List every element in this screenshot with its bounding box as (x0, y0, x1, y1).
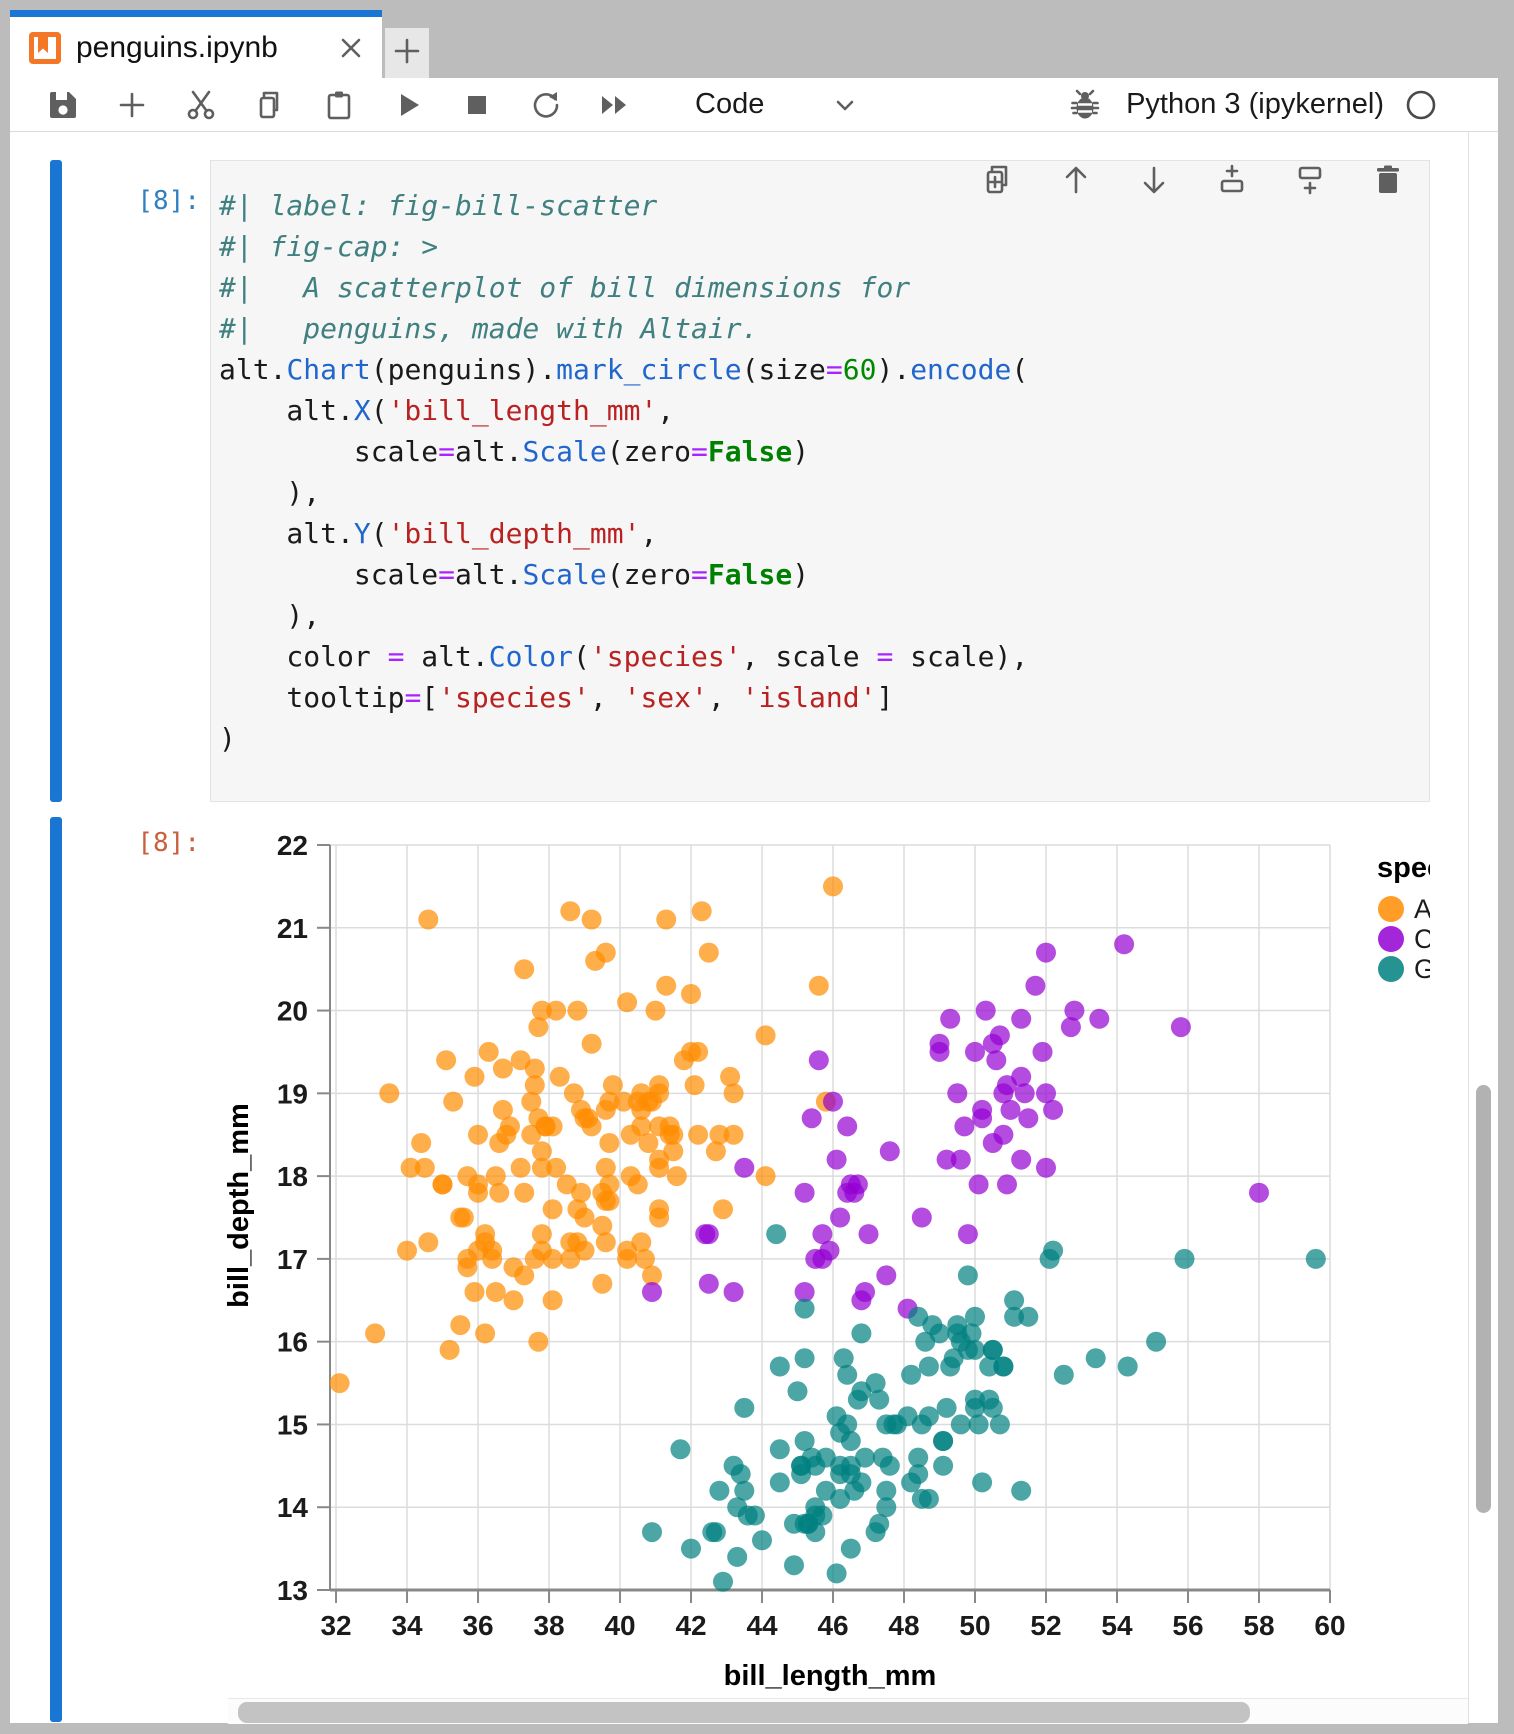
svg-text:50: 50 (959, 1610, 990, 1641)
svg-text:46: 46 (817, 1610, 848, 1641)
close-icon[interactable] (336, 33, 366, 63)
svg-text:52: 52 (1030, 1610, 1061, 1641)
svg-text:54: 54 (1101, 1610, 1133, 1641)
tab-title: penguins.ipynb (76, 30, 278, 64)
notebook-icon (28, 31, 62, 65)
code-line[interactable]: tooltip=['species', 'sex', 'island'] (219, 681, 894, 714)
run-button[interactable] (391, 88, 425, 122)
code-line[interactable]: scale=alt.Scale(zero=False) (219, 558, 810, 591)
code-line[interactable]: ) (219, 722, 236, 755)
svg-text:38: 38 (533, 1610, 564, 1641)
restart-kernel-button[interactable] (529, 88, 563, 122)
svg-text:22: 22 (277, 830, 308, 861)
add-cell-button[interactable] (115, 88, 149, 122)
legend: species AdelieChinstrapGentoo (1377, 852, 1430, 984)
svg-text:36: 36 (462, 1610, 493, 1641)
input-collapser[interactable] (50, 160, 62, 802)
insert-above-icon[interactable] (1214, 162, 1250, 198)
svg-text:42: 42 (675, 1610, 706, 1641)
svg-text:40: 40 (604, 1610, 635, 1641)
duplicate-cell-icon[interactable] (980, 162, 1016, 198)
svg-text:44: 44 (746, 1610, 778, 1641)
code-line[interactable]: alt.X('bill_length_mm', (219, 394, 675, 427)
svg-text:34: 34 (391, 1610, 423, 1641)
code-cell-editor[interactable]: #| label: fig-bill-scatter #| fig-cap: > #… (210, 160, 1430, 802)
code-line[interactable]: scale=alt.Scale(zero=False) (219, 435, 810, 468)
code-line[interactable]: alt.Y('bill_depth_mm', (219, 517, 658, 550)
cell-toolbar (210, 162, 1430, 198)
vertical-scrollbar-thumb[interactable] (1476, 1085, 1491, 1513)
svg-text:21: 21 (277, 913, 308, 944)
y-axis-title: bill_depth_mm (223, 1103, 255, 1308)
svg-text:48: 48 (888, 1610, 919, 1641)
legend-label: Chinstrap (1414, 924, 1430, 954)
svg-text:18: 18 (277, 1161, 308, 1192)
svg-text:32: 32 (320, 1610, 351, 1641)
legend-title: species (1377, 852, 1430, 884)
panel-right-border (1468, 132, 1469, 1723)
svg-text:20: 20 (277, 996, 308, 1027)
svg-text:56: 56 (1172, 1610, 1203, 1641)
move-down-icon[interactable] (1136, 162, 1172, 198)
chevron-down-icon (830, 90, 860, 120)
svg-text:58: 58 (1243, 1610, 1274, 1641)
jupyterlab-window: penguins.ipynb (10, 10, 1498, 1724)
move-up-icon[interactable] (1058, 162, 1094, 198)
code-line[interactable]: #| label: fig-bill-scatter (219, 189, 658, 222)
output-prompt: [8]: (137, 828, 200, 858)
paste-icon[interactable] (322, 88, 356, 122)
tab-bar: penguins.ipynb (10, 10, 1498, 78)
kernel-status-icon (1404, 88, 1438, 122)
notebook-toolbar: Code Python 3 (ipykernel) (10, 78, 1498, 132)
svg-text:15: 15 (277, 1409, 308, 1440)
copy-icon[interactable] (253, 88, 287, 122)
horizontal-scrollbar-thumb[interactable] (238, 1702, 1250, 1723)
svg-text:17: 17 (277, 1244, 308, 1275)
cell-type-select[interactable]: Code (695, 88, 860, 121)
input-prompt: [8]: (137, 186, 200, 216)
run-all-button[interactable] (598, 88, 632, 122)
insert-below-icon[interactable] (1292, 162, 1328, 198)
debug-icon[interactable] (1068, 88, 1102, 122)
svg-text:16: 16 (277, 1327, 308, 1358)
new-tab-button[interactable] (385, 28, 429, 78)
scatter-points[interactable] (329, 876, 1326, 1592)
code-line[interactable]: #| fig-cap: > (219, 230, 439, 263)
code-line[interactable]: #| penguins, made with Altair. (219, 312, 759, 345)
delete-cell-icon[interactable] (1370, 162, 1406, 198)
axes: 32 34 36 38 40 42 44 46 48 50 52 54 56 58 60 13 14 15 16 17… (223, 830, 1346, 1692)
save-button[interactable] (46, 88, 80, 122)
cell-type-value: Code (695, 88, 765, 120)
altair-scatter-chart[interactable]: 32 34 36 38 40 42 44 46 48 50 52 54 56 58 60 13 14 15 16 17… (210, 815, 1430, 1708)
new-tab-icon (391, 35, 423, 72)
cut-icon[interactable] (184, 88, 218, 122)
code-line[interactable]: ), (219, 599, 321, 632)
legend-label: Adelie (1414, 894, 1430, 924)
code-line[interactable]: #| A scatterplot of bill dimensions for (219, 271, 911, 304)
stop-button[interactable] (460, 88, 494, 122)
code-line[interactable]: ), (219, 476, 321, 509)
x-axis-title: bill_length_mm (724, 1660, 937, 1692)
chart-svg[interactable]: 32 34 36 38 40 42 44 46 48 50 52 54 56 58 60 13 14 15 16 17… (210, 815, 1430, 1700)
code-line[interactable]: alt.Chart(penguins).mark_circle(size=60)… (219, 353, 1029, 386)
svg-text:14: 14 (277, 1492, 309, 1523)
kernel-name[interactable]: Python 3 (ipykernel) (1126, 88, 1384, 120)
svg-text:13: 13 (277, 1575, 308, 1606)
svg-text:19: 19 (277, 1078, 308, 1109)
grid-lines (330, 844, 1331, 1591)
svg-text:60: 60 (1314, 1610, 1345, 1641)
legend-label: Gentoo (1414, 954, 1430, 984)
code-line[interactable]: color = alt.Color('species', scale = sca… (219, 640, 1029, 673)
tab-penguins-notebook[interactable]: penguins.ipynb (10, 10, 382, 78)
output-collapser[interactable] (50, 817, 62, 1722)
